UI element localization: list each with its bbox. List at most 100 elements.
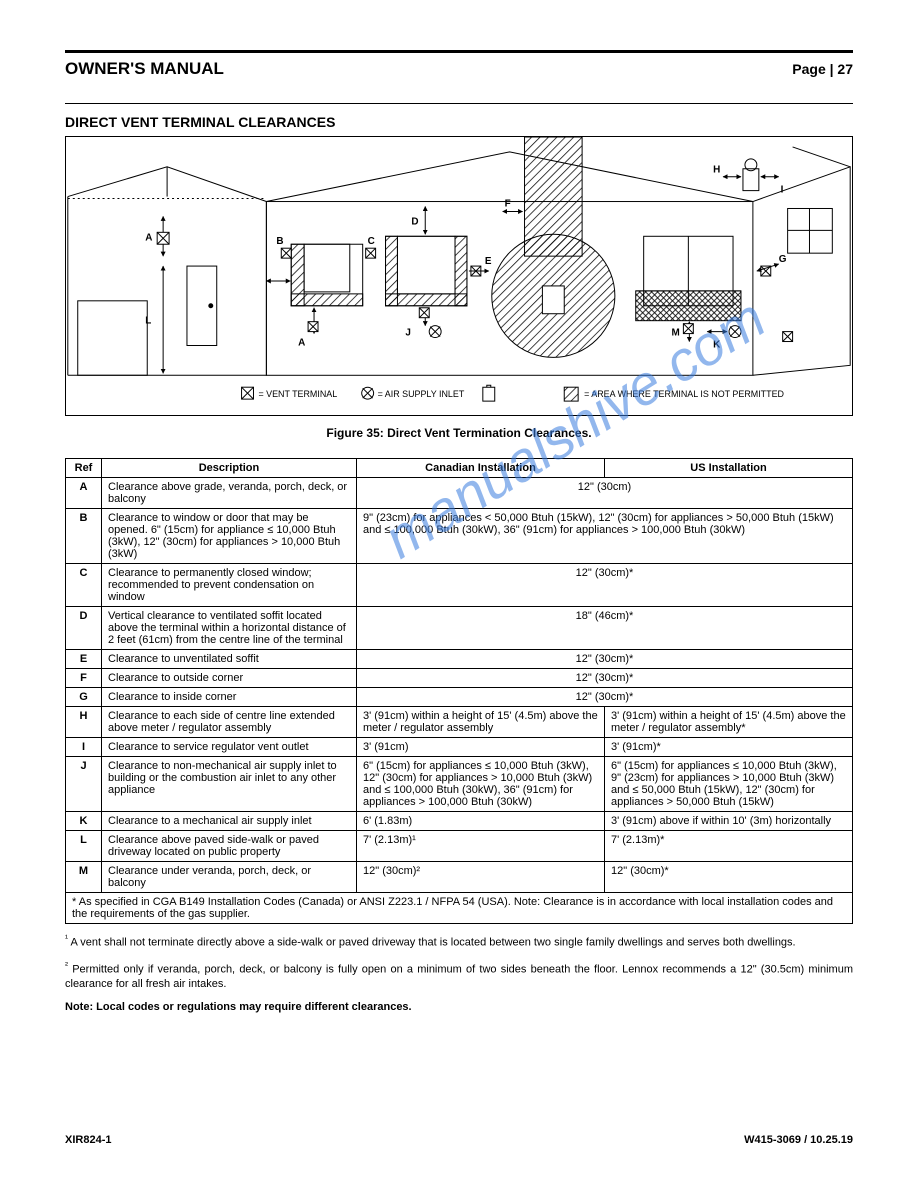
dim-label-i: I — [781, 185, 784, 196]
dim-label-g: G — [779, 254, 787, 265]
star-note: * As specified in CGA B149 Installation … — [66, 893, 853, 924]
cell-us: 3' (91cm)* — [605, 738, 853, 757]
cell-desc: Clearance to permanently closed window; … — [102, 564, 357, 607]
dim-label-c: C — [368, 236, 375, 247]
cell-merged: 12" (30cm) — [357, 478, 853, 509]
table-star-row: * As specified in CGA B149 Installation … — [66, 893, 853, 924]
cell-can-us-merged: 9" (23cm) for appliances < 50,000 Btuh (… — [357, 509, 853, 564]
table-body: AClearance above grade, veranda, porch, … — [66, 478, 853, 893]
cell-us: 3' (91cm) above if within 10' (3m) horiz… — [605, 812, 853, 831]
diagram-svg: A L B A C D — [66, 137, 852, 415]
rule-top — [65, 50, 853, 53]
table-row: GClearance to inside corner12" (30cm)* — [66, 688, 853, 707]
cell-desc: Clearance above grade, veranda, porch, d… — [102, 478, 357, 509]
footnote-2-text: Permitted only if veranda, porch, deck, … — [65, 963, 853, 990]
dim-label-l: L — [145, 316, 151, 327]
footer-right: W415-3069 / 10.25.19 — [744, 1134, 853, 1146]
cell-ref: D — [66, 607, 102, 650]
col-us: US Installation — [605, 459, 853, 478]
legend-air-supply: = AIR SUPPLY INLET — [378, 389, 465, 399]
cell-can: 3' (91cm) — [357, 738, 605, 757]
cell-us: 6" (15cm) for appliances ≤ 10,000 Btuh (… — [605, 757, 853, 812]
table-row: FClearance to outside corner12" (30cm)* — [66, 669, 853, 688]
dim-label-a: A — [145, 232, 152, 243]
footer: XIR824-1 W415-3069 / 10.25.19 — [65, 1134, 853, 1146]
cell-ref: L — [66, 831, 102, 862]
title-row: OWNER'S MANUAL Page | 27 — [65, 59, 853, 79]
legend-vent-terminal: = VENT TERMINAL — [258, 389, 337, 399]
table-row: MClearance under veranda, porch, deck, o… — [66, 862, 853, 893]
cell-us: 3' (91cm) within a height of 15' (4.5m) … — [605, 707, 853, 738]
col-can: Canadian Installation — [357, 459, 605, 478]
page-number: Page | 27 — [792, 61, 853, 77]
cell-desc: Clearance to each side of centre line ex… — [102, 707, 357, 738]
cell-can: 6" (15cm) for appliances ≤ 10,000 Btuh (… — [357, 757, 605, 812]
cell-ref: I — [66, 738, 102, 757]
footer-left: XIR824-1 — [65, 1134, 111, 1146]
dim-label-j: J — [405, 328, 411, 339]
cell-desc: Clearance to unventilated soffit — [102, 650, 357, 669]
cell-ref: J — [66, 757, 102, 812]
cell-desc: Clearance to window or door that may be … — [102, 509, 357, 564]
table-header-row: Ref Description Canadian Installation US… — [66, 459, 853, 478]
figure-caption: Figure 35: Direct Vent Termination Clear… — [65, 426, 853, 440]
cell-ref: C — [66, 564, 102, 607]
cell-ref: A — [66, 478, 102, 509]
cell-desc: Vertical clearance to ventilated soffit … — [102, 607, 357, 650]
cell-ref: B — [66, 509, 102, 564]
footnote-1: ¹ A vent shall not terminate directly ab… — [65, 932, 853, 951]
rule-mid — [65, 103, 853, 104]
table-row: CClearance to permanently closed window;… — [66, 564, 853, 607]
cell-can: 3' (91cm) within a height of 15' (4.5m) … — [357, 707, 605, 738]
table-row: JClearance to non-mechanical air supply … — [66, 757, 853, 812]
cell-ref: K — [66, 812, 102, 831]
cell-desc: Clearance to service regulator vent outl… — [102, 738, 357, 757]
cell-merged: 18" (46cm)* — [357, 607, 853, 650]
table-row: IClearance to service regulator vent out… — [66, 738, 853, 757]
cell-can: 6' (1.83m) — [357, 812, 605, 831]
cell-merged: 12" (30cm)* — [357, 564, 853, 607]
cell-us: 7' (2.13m)* — [605, 831, 853, 862]
table-row: DVertical clearance to ventilated soffit… — [66, 607, 853, 650]
dim-label-m: M — [671, 328, 679, 339]
footnote-1-text: A vent shall not terminate directly abov… — [68, 937, 796, 949]
dim-label-k: K — [713, 339, 721, 350]
legend-restricted: = AREA WHERE TERMINAL IS NOT PERMITTED — [584, 389, 784, 399]
cell-can: 12" (30cm)² — [357, 862, 605, 893]
termination-diagram: A L B A C D — [65, 136, 853, 416]
col-ref: Ref — [66, 459, 102, 478]
clearance-table: Ref Description Canadian Installation US… — [65, 458, 853, 924]
dim-label-h: H — [713, 165, 720, 176]
table-row: EClearance to unventilated soffit12" (30… — [66, 650, 853, 669]
col-desc: Description — [102, 459, 357, 478]
footnote-2: ² Permitted only if veranda, porch, deck… — [65, 959, 853, 992]
cell-merged: 12" (30cm)* — [357, 669, 853, 688]
dim-label-b: B — [276, 236, 283, 247]
cell-merged: 12" (30cm)* — [357, 650, 853, 669]
table-row: HClearance to each side of centre line e… — [66, 707, 853, 738]
cell-ref: F — [66, 669, 102, 688]
cell-ref: H — [66, 707, 102, 738]
doc-title: OWNER'S MANUAL — [65, 59, 224, 79]
dim-label-f: F — [505, 199, 511, 210]
cell-merged: 12" (30cm)* — [357, 688, 853, 707]
table-row: BClearance to window or door that may be… — [66, 509, 853, 564]
cell-desc: Clearance to inside corner — [102, 688, 357, 707]
cell-desc: Clearance under veranda, porch, deck, or… — [102, 862, 357, 893]
table-row: KClearance to a mechanical air supply in… — [66, 812, 853, 831]
dim-label-e: E — [485, 256, 492, 267]
cell-desc: Clearance to a mechanical air supply inl… — [102, 812, 357, 831]
cell-ref: G — [66, 688, 102, 707]
table-row: AClearance above grade, veranda, porch, … — [66, 478, 853, 509]
cell-can: 7' (2.13m)¹ — [357, 831, 605, 862]
table-row: LClearance above paved side-walk or pave… — [66, 831, 853, 862]
dim-label-a2: A — [298, 338, 305, 349]
cell-desc: Clearance above paved side-walk or paved… — [102, 831, 357, 862]
cell-us: 12" (30cm)* — [605, 862, 853, 893]
cell-ref: M — [66, 862, 102, 893]
final-note: Note: Local codes or regulations may req… — [65, 1000, 853, 1015]
cell-ref: E — [66, 650, 102, 669]
section-heading: DIRECT VENT TERMINAL CLEARANCES — [65, 114, 853, 130]
cell-desc: Clearance to outside corner — [102, 669, 357, 688]
dim-label-d: D — [411, 216, 418, 227]
